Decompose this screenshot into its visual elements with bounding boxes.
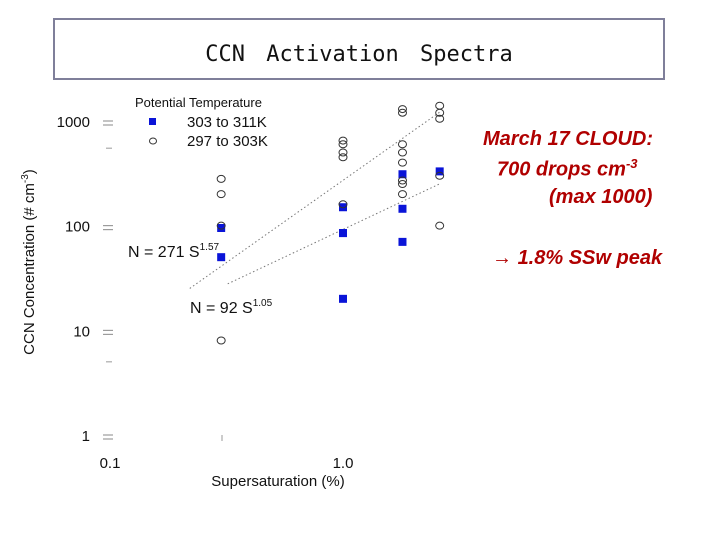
data-point-circle [435,221,445,230]
data-point-circle [397,105,407,114]
legend-entry: 297 to 303K [187,133,268,150]
legend-title: Potential Temperature [135,95,262,110]
data-point-square [217,223,226,232]
data-point-square [339,294,347,303]
data-point-square [339,203,347,212]
y-tick-label: 10 [73,323,90,340]
data-point-circle [397,190,407,199]
data-point-square [339,229,347,238]
y-tick-label: 1000 [57,114,90,131]
legend-marker-square [149,118,156,125]
title-box: CCN Activation Spectra [53,18,665,80]
legend-entry: 303 to 311K [187,114,267,131]
data-point-square [398,170,407,179]
data-point-circle [397,140,407,149]
arrow-icon: → [492,247,512,269]
y-tick-label: 100 [65,219,90,236]
data-point-circle [338,136,348,145]
data-point-circle [397,158,407,167]
data-point-circle [397,176,407,185]
data-point-circle [338,153,348,162]
chart-title: CCN Activation Spectra [205,42,513,67]
data-point-circle [216,190,226,199]
data-point-circle [338,200,348,209]
fit-line-2 [227,183,440,285]
data-point-square [435,167,444,176]
data-point-circle [397,148,407,157]
data-point-square [398,237,407,246]
data-point-circle [338,140,348,149]
data-point-square [398,204,407,213]
data-point-circle [435,171,445,180]
annotation-line-1: March 17 CLOUD: [483,128,654,150]
fit-label-1: N = 271 S1.57 [128,242,220,261]
data-point-circle [216,174,226,183]
legend-marker-circle [149,137,157,145]
data-point-circle [397,108,407,117]
fit-line-1 [189,111,440,289]
annotation-line-2: 700 drops cm-3 [497,156,638,181]
annotation-line-4: → 1.8% SSw peak [492,247,663,269]
data-point-circle [397,180,407,189]
y-axis-title: CCN Concentration (# cm-3) [20,169,38,355]
x-axis-title: Supersaturation (%) [211,473,344,490]
data-point-circle [435,108,445,117]
x-tick-label: 1.0 [333,455,354,472]
fit-label-2: N = 92 S1.05 [190,298,273,317]
data-point-circle [338,148,348,157]
annotation-line-3: (max 1000) [549,186,653,208]
y-tick-label: 1 [82,428,90,445]
data-point-circle [435,101,445,110]
data-point-circle [216,336,226,345]
data-point-square [217,253,226,262]
x-tick-label: 0.1 [100,455,121,472]
data-point-circle [435,114,445,123]
data-point-circle [216,221,226,230]
